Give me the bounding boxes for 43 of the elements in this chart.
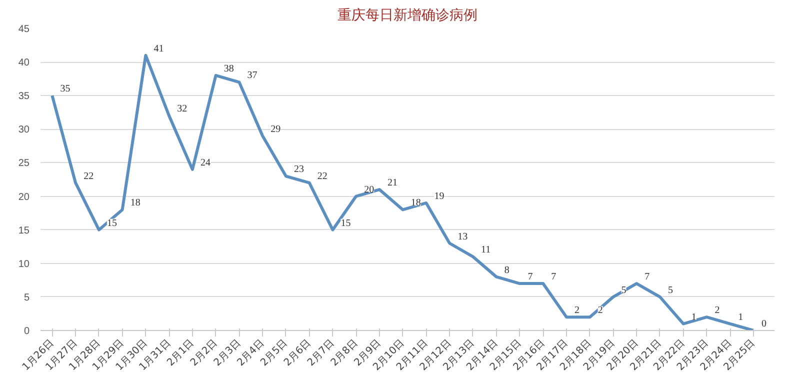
line-series [50, 54, 755, 330]
y-tick-label: 45 [18, 24, 30, 35]
data-label: 1 [691, 312, 696, 323]
data-label: 18 [130, 198, 140, 209]
data-label: 2 [598, 305, 603, 316]
data-label: 22 [84, 170, 94, 182]
y-tick-label: 20 [18, 192, 30, 203]
y-tick-label: 5 [24, 292, 30, 304]
data-label: 35 [60, 84, 70, 95]
y-tick-label: 30 [18, 124, 30, 136]
data-label: 11 [480, 244, 491, 256]
data-label: 19 [434, 190, 444, 202]
data-label: 8 [504, 264, 510, 276]
data-label: 7 [528, 272, 533, 283]
y-tick-label: 0 [24, 326, 30, 337]
data-label: 2 [574, 305, 580, 316]
data-label: 18 [410, 198, 421, 209]
data-label: 32 [177, 104, 188, 115]
data-label: 2 [714, 305, 720, 316]
y-tick-label: 15 [18, 225, 30, 236]
data-label: 29 [270, 124, 281, 135]
chart-title: 重庆每日新增确诊病例 [338, 8, 478, 24]
y-tick-label: 40 [18, 58, 30, 69]
data-label: 13 [458, 231, 468, 242]
data-label: 7 [551, 272, 556, 283]
y-tick-label: 25 [18, 158, 30, 170]
y-tick-label: 35 [18, 91, 30, 102]
data-label: 37 [247, 70, 258, 82]
data-label: 20 [364, 184, 374, 196]
data-label: 23 [294, 164, 304, 176]
data-label: 5 [668, 284, 673, 296]
data-label: 1 [738, 312, 744, 323]
data-label: 22 [317, 170, 328, 182]
data-label: 0 [761, 318, 766, 330]
data-label: 5 [621, 284, 626, 296]
data-label: 15 [340, 218, 351, 229]
data-label: 41 [154, 43, 164, 54]
data-label: 21 [387, 178, 398, 189]
data-label: 24 [200, 157, 210, 168]
data-label: 38 [224, 63, 234, 74]
y-tick-label: 10 [18, 258, 30, 270]
data-label: 7 [644, 272, 650, 283]
data-label: 15 [106, 218, 117, 229]
